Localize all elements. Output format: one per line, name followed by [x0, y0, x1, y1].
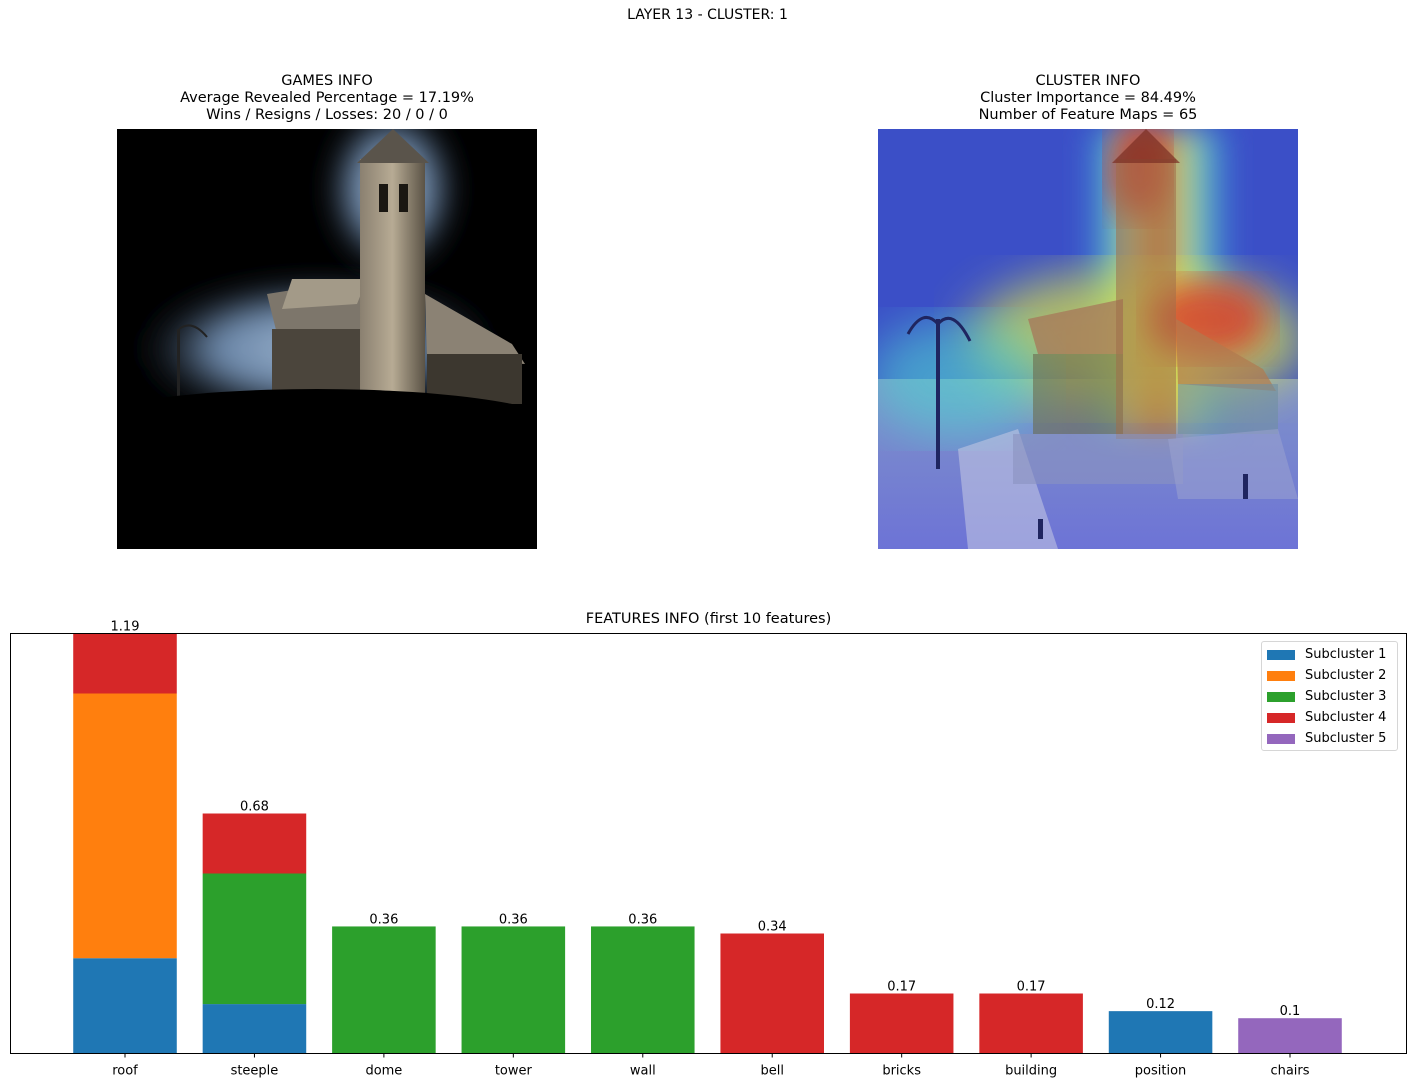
x-tick-label-bricks: bricks — [882, 1064, 921, 1079]
games-info-revealed: Average Revealed Percentage = 17.19% — [180, 90, 474, 106]
legend-swatch — [1267, 712, 1295, 723]
figure-suptitle: LAYER 13 - CLUSTER: 1 — [627, 7, 788, 23]
x-tick-label-tower: tower — [495, 1064, 533, 1079]
x-tick-label-position: position — [1135, 1064, 1187, 1079]
legend-swatch — [1267, 649, 1295, 660]
chart-legend: Subcluster 1 Subcluster 2 Subcluster 3 S… — [1261, 641, 1398, 751]
masked-church-image — [117, 129, 537, 549]
bar-chairs-subcluster-5 — [1238, 1018, 1342, 1054]
legend-label: Subcluster 1 — [1305, 647, 1387, 662]
cluster-info-title: CLUSTER INFO — [1035, 73, 1141, 89]
legend-label: Subcluster 5 — [1305, 731, 1387, 746]
bar-bell-subcluster-4 — [720, 933, 824, 1054]
x-tick-label-bell: bell — [760, 1064, 783, 1079]
legend-swatch — [1267, 670, 1295, 681]
legend-entry-subcluster-4: Subcluster 4 — [1267, 707, 1397, 728]
games-info-title-block: GAMES INFO Average Revealed Percentage =… — [77, 73, 577, 124]
games-info-title: GAMES INFO — [281, 73, 373, 89]
bar-total-label-roof: 1.19 — [111, 620, 140, 635]
bar-dome-subcluster-3 — [332, 926, 436, 1054]
legend-entry-subcluster-3: Subcluster 3 — [1267, 686, 1397, 707]
legend-entry-subcluster-2: Subcluster 2 — [1267, 665, 1397, 686]
bar-wall-subcluster-3 — [591, 926, 695, 1054]
x-tick-label-building: building — [1005, 1064, 1057, 1079]
x-tick-label-dome: dome — [365, 1064, 402, 1079]
bar-tower-subcluster-3 — [461, 926, 566, 1054]
legend-label: Subcluster 4 — [1305, 710, 1387, 725]
bar-total-label-dome: 0.36 — [369, 912, 398, 927]
legend-label: Subcluster 2 — [1305, 668, 1387, 683]
heatmap-church-image — [878, 129, 1298, 549]
bar-total-label-wall: 0.36 — [628, 912, 657, 927]
x-tick-label-wall: wall — [630, 1064, 656, 1079]
bar-total-label-steeple: 0.68 — [240, 800, 269, 815]
bar-roof-subcluster-1 — [73, 958, 177, 1054]
bar-total-label-tower: 0.36 — [499, 912, 528, 927]
bar-total-label-bricks: 0.17 — [887, 980, 916, 995]
legend-entry-subcluster-1: Subcluster 1 — [1267, 644, 1397, 665]
bar-steeple-subcluster-4 — [202, 813, 307, 874]
bar-total-label-building: 0.17 — [1017, 980, 1046, 995]
bar-building-subcluster-4 — [979, 993, 1083, 1054]
cluster-info-title-block: CLUSTER INFO Cluster Importance = 84.49%… — [838, 73, 1338, 124]
heatmap-church-drawing — [878, 129, 1298, 549]
games-info-results: Wins / Resigns / Losses: 20 / 0 / 0 — [206, 107, 448, 123]
bar-steeple-subcluster-3 — [202, 873, 307, 1005]
x-tick-labels: roof steeple dome tower wall bell bricks buildi… — [112, 1053, 1310, 1079]
bars-group — [73, 633, 1342, 1054]
bar-total-label-bell: 0.34 — [758, 920, 787, 935]
legend-entry-subcluster-5: Subcluster 5 — [1267, 728, 1397, 749]
cluster-info-feature-maps: Number of Feature Maps = 65 — [978, 107, 1198, 123]
x-tick-label-chairs: chairs — [1270, 1064, 1309, 1079]
bar-roof-subcluster-2 — [73, 693, 177, 959]
bar-roof-subcluster-4 — [73, 633, 177, 694]
legend-label: Subcluster 3 — [1305, 689, 1387, 704]
bar-bricks-subcluster-4 — [849, 993, 954, 1054]
legend-swatch — [1267, 691, 1295, 702]
bar-total-label-chairs: 0.1 — [1280, 1004, 1301, 1019]
masked-church-drawing — [117, 129, 537, 549]
x-tick-label-steeple: steeple — [231, 1064, 279, 1079]
bar-steeple-subcluster-1 — [202, 1004, 307, 1054]
bar-position-subcluster-1 — [1108, 1011, 1213, 1054]
cluster-info-importance: Cluster Importance = 84.49% — [980, 90, 1196, 106]
features-chart-title: FEATURES INFO (first 10 features) — [585, 611, 832, 627]
bar-value-labels: 1.19 0.68 0.36 0.36 0.36 0.34 0.17 0.17 0.12 0.1 — [111, 620, 1301, 1020]
legend-swatch — [1267, 733, 1295, 744]
bar-total-label-position: 0.12 — [1146, 997, 1175, 1012]
x-tick-label-roof: roof — [112, 1064, 138, 1079]
plot-frame — [10, 633, 1407, 1054]
